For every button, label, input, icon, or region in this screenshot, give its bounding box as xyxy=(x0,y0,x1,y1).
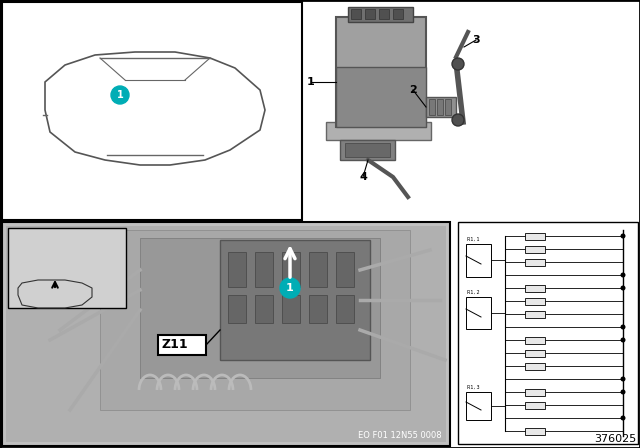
Bar xyxy=(336,252,354,287)
Bar xyxy=(525,363,545,370)
Bar xyxy=(525,337,545,344)
Bar xyxy=(365,9,375,19)
Text: R1, 1: R1, 1 xyxy=(467,237,479,242)
Text: 1: 1 xyxy=(116,90,124,100)
Circle shape xyxy=(621,233,625,238)
Bar xyxy=(525,259,545,266)
Bar xyxy=(379,9,389,19)
Bar xyxy=(429,99,435,115)
Circle shape xyxy=(621,285,625,290)
Bar xyxy=(525,389,545,396)
Bar xyxy=(6,226,446,442)
Text: R1, 2: R1, 2 xyxy=(467,290,479,295)
Bar xyxy=(2,2,302,220)
Bar xyxy=(525,298,545,305)
Text: EO F01 12N55 0008: EO F01 12N55 0008 xyxy=(358,431,442,440)
Bar xyxy=(458,222,638,444)
Circle shape xyxy=(621,376,625,382)
Circle shape xyxy=(621,272,625,277)
Bar xyxy=(228,252,246,287)
Bar xyxy=(525,233,545,240)
Circle shape xyxy=(621,324,625,329)
Text: 1: 1 xyxy=(307,77,315,87)
Bar xyxy=(140,238,380,378)
Text: R1, 3: R1, 3 xyxy=(467,385,479,390)
Circle shape xyxy=(111,86,129,104)
Circle shape xyxy=(280,278,300,298)
Bar xyxy=(525,428,545,435)
Bar xyxy=(282,295,300,323)
Bar xyxy=(158,335,206,355)
Text: 2: 2 xyxy=(409,85,417,95)
Bar xyxy=(8,228,126,308)
Bar xyxy=(345,143,390,157)
Text: 376025: 376025 xyxy=(594,434,636,444)
Bar xyxy=(348,7,413,22)
Bar xyxy=(393,9,403,19)
Circle shape xyxy=(621,415,625,421)
Bar xyxy=(255,252,273,287)
Bar xyxy=(466,392,491,420)
Bar xyxy=(2,222,450,446)
Bar xyxy=(466,297,491,329)
Text: Z11: Z11 xyxy=(162,339,189,352)
Text: 3: 3 xyxy=(472,35,480,45)
Bar xyxy=(309,252,327,287)
Bar xyxy=(525,246,545,253)
Bar xyxy=(255,295,273,323)
Bar xyxy=(326,122,431,140)
Bar xyxy=(525,350,545,357)
Circle shape xyxy=(621,337,625,343)
Text: 4: 4 xyxy=(359,172,367,182)
Bar xyxy=(340,140,395,160)
Bar xyxy=(336,67,426,127)
Text: 1: 1 xyxy=(286,283,294,293)
Bar xyxy=(426,97,456,117)
Bar xyxy=(525,285,545,292)
Bar xyxy=(336,295,354,323)
Circle shape xyxy=(452,114,464,126)
Bar xyxy=(282,252,300,287)
Bar xyxy=(228,295,246,323)
Bar xyxy=(525,402,545,409)
Bar xyxy=(466,244,491,277)
Bar xyxy=(309,295,327,323)
Circle shape xyxy=(452,58,464,70)
Circle shape xyxy=(621,389,625,395)
Bar xyxy=(525,311,545,318)
Bar xyxy=(100,230,410,410)
Bar xyxy=(220,240,370,360)
Bar xyxy=(437,99,443,115)
Bar xyxy=(445,99,451,115)
Bar xyxy=(336,17,426,127)
Bar xyxy=(351,9,361,19)
